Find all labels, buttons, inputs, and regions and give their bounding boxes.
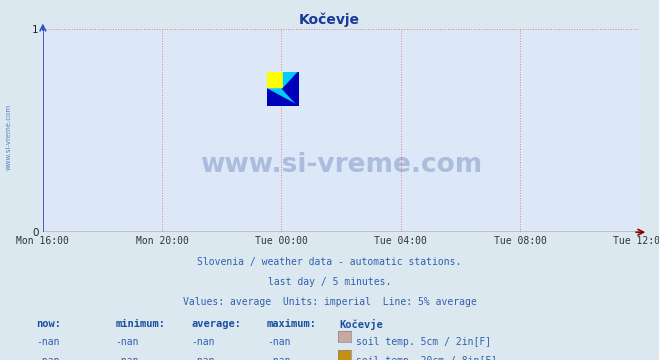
Text: www.si-vreme.com: www.si-vreme.com [5,104,11,170]
Text: Kočevje: Kočevje [339,319,383,330]
Text: -nan: -nan [191,337,215,347]
Text: -nan: -nan [191,356,215,360]
Polygon shape [283,72,299,89]
Text: -nan: -nan [267,337,291,347]
Text: soil temp. 5cm / 2in[F]: soil temp. 5cm / 2in[F] [356,337,491,347]
Text: -nan: -nan [36,356,60,360]
Polygon shape [267,89,299,106]
Text: last day / 5 minutes.: last day / 5 minutes. [268,277,391,287]
Text: -nan: -nan [115,356,139,360]
Text: now:: now: [36,319,61,329]
Text: soil temp. 20cm / 8in[F]: soil temp. 20cm / 8in[F] [356,356,497,360]
Text: Values: average  Units: imperial  Line: 5% average: Values: average Units: imperial Line: 5%… [183,297,476,307]
Text: -nan: -nan [115,337,139,347]
Text: Kočevje: Kočevje [299,13,360,27]
Text: Slovenia / weather data - automatic stations.: Slovenia / weather data - automatic stat… [197,257,462,267]
Text: average:: average: [191,319,241,329]
Polygon shape [267,72,283,89]
Polygon shape [283,72,299,106]
Text: -nan: -nan [267,356,291,360]
Text: minimum:: minimum: [115,319,165,329]
Polygon shape [267,89,299,106]
Text: -nan: -nan [36,337,60,347]
Text: www.si-vreme.com: www.si-vreme.com [200,152,482,178]
Text: maximum:: maximum: [267,319,317,329]
